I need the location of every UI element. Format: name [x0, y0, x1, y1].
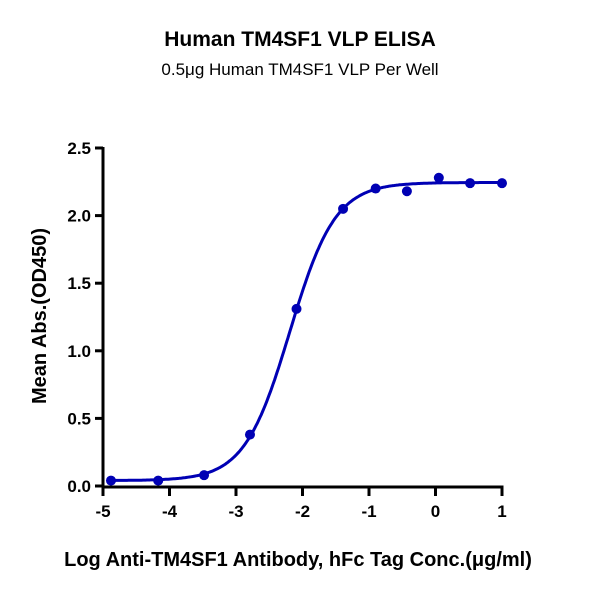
data-point — [199, 470, 210, 481]
data-point — [153, 475, 164, 486]
data-point — [370, 183, 381, 194]
data-point — [105, 475, 116, 486]
data-point — [401, 186, 412, 197]
data-point — [433, 172, 444, 183]
y-tick-label: 0.0 — [67, 477, 91, 496]
chart-subtitle: 0.5μg Human TM4SF1 VLP Per Well — [161, 60, 439, 79]
x-tick-label: 1 — [497, 502, 506, 521]
chart-title: Human TM4SF1 VLP ELISA — [164, 28, 436, 51]
x-tick-label: -4 — [162, 502, 178, 521]
data-point — [497, 178, 507, 189]
x-tick-label: -3 — [228, 502, 243, 521]
data-point — [465, 178, 476, 189]
x-tick-label: 0 — [431, 502, 440, 521]
y-axis-label: Mean Abs.(OD450) — [29, 228, 51, 404]
x-tick-label: -5 — [95, 502, 110, 521]
x-axis-label: Log Anti-TM4SF1 Antibody, hFc Tag Conc.(… — [64, 549, 532, 571]
data-point — [244, 429, 255, 440]
data-point — [291, 303, 302, 314]
y-tick-label: 2.0 — [67, 207, 91, 226]
y-tick-label: 1.5 — [67, 274, 91, 293]
data-point — [338, 203, 349, 214]
y-tick-label: 2.5 — [67, 139, 91, 158]
x-tick-label: -1 — [361, 502, 376, 521]
y-tick-label: 0.5 — [67, 409, 91, 428]
fit-curve — [111, 181, 502, 482]
x-tick-label: -2 — [295, 502, 310, 521]
y-tick-label: 1.0 — [67, 342, 91, 361]
